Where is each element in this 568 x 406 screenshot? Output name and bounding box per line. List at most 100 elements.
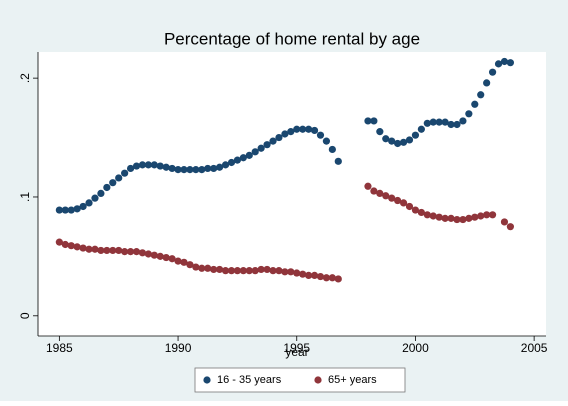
point: [364, 117, 372, 125]
y-tick-label: 0: [18, 312, 32, 319]
x-tick-label: 1985: [46, 341, 73, 355]
point: [500, 218, 509, 226]
point: [441, 118, 449, 126]
x-tick-label: 2000: [402, 341, 429, 355]
plot-area: [38, 52, 546, 336]
point: [186, 166, 194, 174]
point: [257, 265, 265, 274]
point: [67, 206, 75, 214]
point: [61, 206, 69, 214]
point: [305, 271, 313, 279]
point: [370, 187, 378, 195]
point: [417, 208, 425, 217]
point: [459, 117, 467, 125]
point: [144, 250, 152, 258]
x-axis-label: year: [285, 345, 308, 359]
point: [263, 141, 271, 149]
point: [233, 267, 242, 275]
point: [328, 145, 336, 154]
point: [61, 240, 69, 249]
point: [299, 270, 307, 278]
point: [55, 206, 63, 214]
point: [97, 189, 105, 198]
point: [471, 100, 479, 108]
point: [382, 192, 390, 200]
point: [305, 125, 313, 133]
point: [174, 257, 182, 265]
point: [287, 268, 295, 276]
point: [405, 136, 414, 144]
y-tick-label: .2: [18, 73, 32, 83]
point: [423, 211, 431, 219]
point: [91, 245, 99, 253]
point: [126, 164, 135, 173]
x-tick-label: 2005: [521, 341, 548, 355]
point: [251, 267, 259, 275]
point: [73, 205, 81, 213]
point: [376, 189, 384, 198]
point: [257, 144, 265, 152]
point: [269, 137, 277, 145]
point: [310, 126, 319, 135]
point: [91, 194, 99, 202]
legend-label: 65+ years: [328, 374, 377, 386]
point: [465, 110, 473, 118]
chart-title: Percentage of home rental by age: [164, 29, 420, 48]
point: [227, 267, 236, 275]
point: [115, 174, 123, 182]
point: [109, 179, 117, 187]
point: [180, 166, 188, 174]
point: [174, 166, 182, 174]
point: [322, 274, 331, 282]
legend: [194, 367, 406, 393]
point: [239, 154, 247, 162]
point: [453, 120, 461, 129]
point: [435, 118, 443, 126]
point: [488, 211, 497, 219]
point: [245, 151, 253, 159]
point: [103, 246, 111, 255]
point: [180, 258, 188, 266]
point: [322, 137, 331, 145]
point: [394, 196, 402, 205]
legend-label: 16 - 35 years: [217, 374, 282, 386]
point: [382, 135, 390, 143]
point: [186, 261, 194, 269]
point: [483, 211, 491, 219]
point: [453, 215, 461, 224]
x-tick-label: 1990: [165, 341, 192, 355]
point: [471, 213, 479, 221]
point: [506, 223, 514, 231]
point: [275, 267, 283, 275]
point: [73, 243, 81, 251]
point: [198, 166, 206, 174]
point: [376, 128, 384, 136]
point: [79, 202, 87, 211]
point: [204, 264, 212, 272]
point: [103, 183, 111, 192]
point: [144, 161, 152, 169]
point: [411, 206, 420, 214]
point: [85, 199, 93, 207]
point: [316, 131, 325, 139]
point: [494, 60, 503, 68]
point: [121, 169, 129, 177]
legend-marker: [203, 376, 211, 384]
point: [435, 213, 443, 221]
x-tick-label: 1995: [283, 341, 310, 355]
point: [459, 215, 467, 224]
point: [192, 263, 200, 271]
point: [210, 164, 218, 173]
point: [316, 272, 325, 281]
point: [465, 214, 473, 222]
point: [287, 128, 295, 136]
point: [85, 245, 93, 253]
point: [162, 163, 170, 171]
point: [405, 202, 414, 211]
point: [429, 212, 437, 220]
point: [215, 163, 224, 171]
point: [150, 161, 158, 169]
point: [55, 238, 63, 246]
point: [281, 130, 289, 138]
